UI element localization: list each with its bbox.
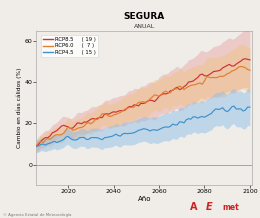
Title: SEGURA: SEGURA <box>124 12 165 21</box>
Text: A: A <box>190 202 197 212</box>
Text: © Agencia Estatal de Meteorología: © Agencia Estatal de Meteorología <box>3 213 71 217</box>
Y-axis label: Cambio en días cálidos (%): Cambio en días cálidos (%) <box>16 68 22 148</box>
Text: met: met <box>222 203 239 212</box>
Legend: RCP8.5     ( 19 ), RCP6.0     (  7 ), RCP4.5     ( 15 ): RCP8.5 ( 19 ), RCP6.0 ( 7 ), RCP4.5 ( 15… <box>41 35 98 57</box>
Text: ANUAL: ANUAL <box>134 24 155 29</box>
Text: E: E <box>206 202 213 212</box>
X-axis label: Año: Año <box>138 196 151 202</box>
